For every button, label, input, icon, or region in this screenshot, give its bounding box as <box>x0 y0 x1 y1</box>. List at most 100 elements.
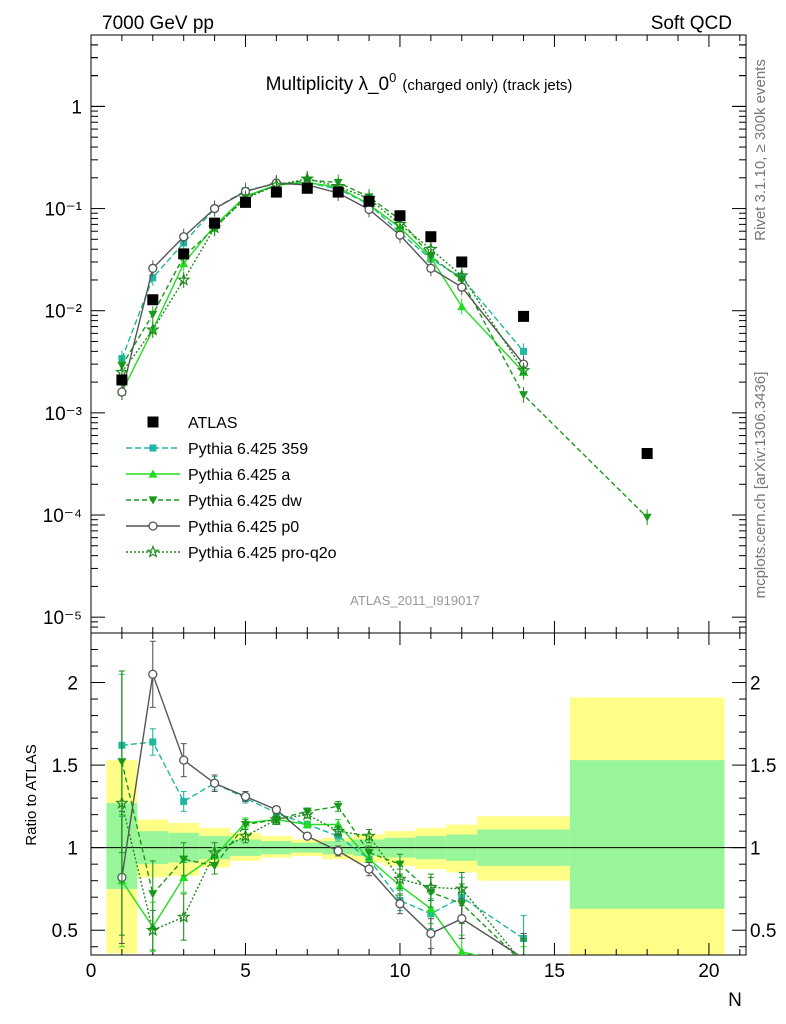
x-tick-label: 20 <box>698 961 719 982</box>
atlas-data-point <box>178 248 190 260</box>
main-series-line <box>121 181 525 359</box>
main-series-point <box>300 171 315 185</box>
ratio-series-point <box>426 904 436 913</box>
header-left: 7000 GeV pp <box>102 13 214 34</box>
legend-label: Pythia 6.425 dw <box>188 493 302 510</box>
atlas-data-point <box>332 186 344 198</box>
ratio-series-point <box>179 855 189 864</box>
ratio-series-3 <box>117 640 527 955</box>
chart-title: Multiplicity λ_00 (charged only) (track j… <box>266 70 573 95</box>
main-series-point <box>519 391 529 400</box>
legend-marker <box>149 444 157 452</box>
main-series-point <box>642 513 652 522</box>
ratio-y-axis-label: Ratio to ATLAS <box>23 744 40 845</box>
atlas-data-point <box>363 195 375 207</box>
rivet-version-label: Rivet 3.1.10, ≥ 300k events <box>752 59 769 241</box>
ratio-series-point <box>518 958 529 968</box>
atlas-data-point <box>239 196 251 208</box>
main-plot-frame <box>90 34 747 634</box>
ratio-series-point <box>331 823 346 837</box>
atlas-data-point <box>270 186 282 198</box>
ratio-series-point <box>302 820 312 829</box>
main-y-tick-label: 10⁻⁴ <box>43 506 82 527</box>
main-series-point <box>457 282 467 292</box>
ratio-series-point <box>180 797 188 805</box>
ratio-series-point <box>269 812 284 826</box>
plot-frames <box>90 34 747 956</box>
ratio-y-tick-label: 2 <box>67 674 78 695</box>
x-tick-label: 0 <box>86 961 97 982</box>
legend-marker <box>146 544 160 558</box>
ratio-series-point <box>520 953 527 955</box>
legend-label: ATLAS <box>188 415 238 432</box>
legend-marker <box>147 416 159 428</box>
ratio-series-point <box>176 909 191 923</box>
main-series-point <box>209 203 220 214</box>
ratio-series-point <box>300 807 315 821</box>
x-tick-label: 15 <box>544 961 565 982</box>
ratio-series-point <box>457 947 467 955</box>
ratio-series-point <box>145 922 160 937</box>
main-series-point <box>145 322 160 336</box>
atlas-data-point <box>425 231 437 243</box>
ratio-series-point <box>179 755 189 765</box>
ratio-plot-frame <box>90 632 747 956</box>
legend-label: Pythia 6.425 359 <box>188 441 308 458</box>
ratio-series-point <box>209 778 220 788</box>
main-series-point <box>148 310 158 319</box>
main-series-point <box>179 232 189 242</box>
main-y-tick-label: 1 <box>71 97 82 118</box>
analysis-label: ATLAS_2011_I919017 <box>350 593 480 608</box>
ratio-series-point <box>519 960 528 968</box>
legend-marker <box>148 496 158 505</box>
ratio-series-point <box>333 846 343 856</box>
main-series-3 <box>117 174 529 401</box>
ratio-series-point <box>362 828 376 843</box>
atlas-data-point <box>147 294 159 306</box>
main-series-point <box>117 387 127 397</box>
ratio-series-point <box>302 831 312 841</box>
ratio-series-point <box>395 899 405 909</box>
main-series-point <box>520 347 528 355</box>
x-axis-label: N <box>728 990 742 1011</box>
atlas-data-point <box>301 182 313 194</box>
ratio-series-point <box>423 880 438 894</box>
mcplots-label: mcplots.cern.ch [arXiv:1306.3436] <box>752 372 769 599</box>
main-y-tick-label: 10⁻⁵ <box>43 608 82 629</box>
main-series-point <box>457 301 467 311</box>
ratio-series-point <box>149 738 157 746</box>
ratio-series-point <box>333 802 343 811</box>
legend-label: Pythia 6.425 a <box>188 467 290 484</box>
ratio-series-4 <box>115 670 529 968</box>
ratio-y-tick-label-right: 1.5 <box>750 756 776 777</box>
header-right: Soft QCD <box>651 13 732 34</box>
ratio-series-point <box>148 669 158 679</box>
ratio-series-point <box>271 805 282 815</box>
main-series-point <box>393 217 407 231</box>
ratio-series-point <box>148 890 158 899</box>
ratio-y-tick-label: 0.5 <box>52 921 78 942</box>
ratio-y-tick-label: 1 <box>67 839 78 860</box>
legend-marker <box>148 469 158 478</box>
ratio-y-tick-label-right: 0.5 <box>750 921 776 942</box>
main-series-point <box>454 268 469 282</box>
ratio-series-point <box>364 864 374 874</box>
atlas-data-point <box>116 374 128 386</box>
legend-label: Pythia 6.425 p0 <box>188 519 299 536</box>
legend-marker <box>148 521 158 531</box>
main-series-point <box>426 263 436 273</box>
ratio-series-point <box>115 795 129 809</box>
ratio-series-point <box>364 849 374 858</box>
ratio-series-point <box>519 962 528 970</box>
ratio-series-point <box>238 828 253 843</box>
ratio-y-tick-label: 1.5 <box>52 756 78 777</box>
x-tick-label: 10 <box>389 961 410 982</box>
main-series-point <box>516 363 531 377</box>
ratio-series-point <box>240 820 250 830</box>
ratio-series-point <box>454 881 469 895</box>
main-y-tick-label: 10⁻¹ <box>45 200 83 221</box>
main-y-tick-label: 10⁻² <box>45 302 83 323</box>
atlas-data-point <box>209 217 221 229</box>
main-series-point <box>149 274 157 282</box>
